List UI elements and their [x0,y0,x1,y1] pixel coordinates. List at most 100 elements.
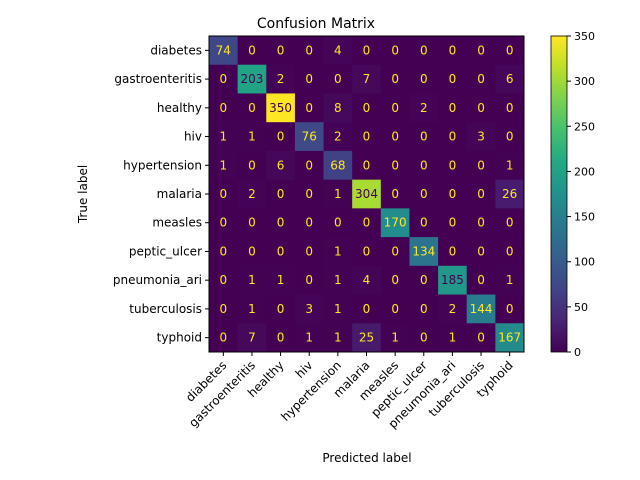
cell-value-label: 0 [391,158,399,172]
heatmap-cell [409,179,439,209]
cell-value-label: 0 [506,130,514,144]
heatmap-cell [352,64,382,94]
cell-value-label: 0 [363,244,371,258]
heatmap-cell [323,93,353,123]
heatmap-cell [380,64,410,94]
cell-value-label: 0 [305,158,313,172]
cell-value-label: 0 [248,244,256,258]
heatmap-cell [209,64,239,94]
heatmap-cell [294,265,324,295]
heatmap-cell [209,208,239,238]
cell-value-label: 76 [302,130,317,144]
colorbar-tick-label: 100 [574,256,595,269]
heatmap-cell [352,237,382,267]
colorbar-tick-label: 50 [574,301,588,314]
cell-value-label: 0 [449,130,457,144]
cell-value-label: 0 [506,302,514,316]
cell-value-label: 0 [363,302,371,316]
cell-value-label: 0 [277,244,285,258]
y-tick-label: gastroenteritis [114,72,202,86]
heatmap-cell [294,237,324,267]
y-tick-label: malaria [157,187,202,201]
cell-value-label: 0 [363,130,371,144]
heatmap-cell [237,122,267,152]
cell-value-label: 1 [506,158,514,172]
chart-title: Confusion Matrix [257,16,375,32]
cell-value-label: 0 [248,43,256,57]
heatmap-cell [438,64,468,94]
colorbar [550,35,568,353]
heatmap-cell [352,150,382,181]
heatmap-cell [438,93,468,123]
cell-value-label: 1 [219,158,227,172]
cell-value-label: 1 [277,273,285,287]
cell-value-label: 0 [363,158,371,172]
cell-value-label: 0 [449,187,457,201]
heatmap-cell [352,208,382,238]
cell-value-label: 0 [391,101,399,115]
cell-value-label: 0 [391,244,399,258]
cell-value-label: 350 [269,101,292,115]
heatmap-cell [409,122,439,152]
heatmap-cell [266,122,296,152]
heatmap-cell [294,93,324,123]
heatmap-cell [237,179,267,209]
heatmap-cell [466,64,496,94]
cell-value-label: 7 [248,331,256,345]
heatmap-cell [438,36,468,66]
y-tick-label: pneumonia_ari [113,273,202,287]
cell-value-label: 0 [305,244,313,258]
heatmap-cell [237,237,267,267]
heatmap-cell [294,64,324,94]
heatmap-cell [294,323,324,353]
cell-value-label: 1 [334,331,342,345]
heatmap-cell [352,93,382,123]
cell-value-label: 2 [449,302,457,316]
heatmap-cell [495,179,525,209]
heatmap-cell [380,93,410,123]
cell-value-label: 0 [305,187,313,201]
cell-value-label: 7 [363,72,371,86]
cell-value-label: 1 [334,273,342,287]
heatmap-cell [237,36,267,66]
heatmap-cell [380,179,410,209]
heatmap-cell [323,208,353,238]
heatmap-cell [266,294,296,324]
heatmap-cell [209,323,239,353]
y-tick-label: peptic_ulcer [129,244,202,258]
cell-value-label: 1 [449,331,457,345]
cell-value-label: 0 [305,101,313,115]
heatmap-cell [380,208,410,238]
cell-value-label: 0 [305,273,313,287]
heatmap-cell [466,122,496,152]
heatmap-cell [466,179,496,209]
heatmap-cell [495,150,525,181]
cell-value-label: 0 [219,216,227,230]
heatmap-cell [409,64,439,94]
cell-value-label: 0 [248,158,256,172]
heatmap-cell [323,237,353,267]
cell-value-label: 134 [412,244,435,258]
heatmap-cell [495,93,525,123]
cell-value-label: 0 [449,72,457,86]
cell-value-label: 0 [334,72,342,86]
heatmap-cell [323,122,353,152]
heatmap-cell [380,122,410,152]
cell-value-label: 167 [498,331,521,345]
heatmap-cell [294,150,324,181]
cell-value-label: 0 [305,216,313,230]
y-tick-label: diabetes [150,43,202,57]
cell-value-label: 0 [477,187,485,201]
heatmap-cell [266,265,296,295]
heatmap-cell [209,294,239,324]
cell-value-label: 0 [477,216,485,230]
heatmap-cell [495,64,525,94]
heatmap-cell [380,265,410,295]
y-tick-label: typhoid [157,331,202,345]
cell-value-label: 1 [334,187,342,201]
cell-value-label: 0 [420,158,428,172]
heatmap-cell [323,64,353,94]
cell-value-label: 0 [277,43,285,57]
cell-value-label: 3 [305,302,313,316]
cell-value-label: 0 [477,101,485,115]
